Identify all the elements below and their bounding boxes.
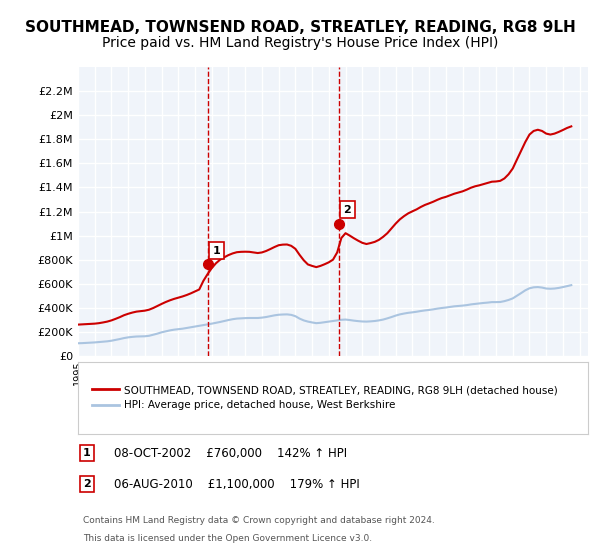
Text: 2: 2 (83, 479, 91, 489)
Text: This data is licensed under the Open Government Licence v3.0.: This data is licensed under the Open Gov… (83, 534, 372, 543)
Legend: SOUTHMEAD, TOWNSEND ROAD, STREATLEY, READING, RG8 9LH (detached house), HPI: Ave: SOUTHMEAD, TOWNSEND ROAD, STREATLEY, REA… (88, 381, 562, 414)
Text: 2: 2 (344, 205, 351, 214)
Text: SOUTHMEAD, TOWNSEND ROAD, STREATLEY, READING, RG8 9LH: SOUTHMEAD, TOWNSEND ROAD, STREATLEY, REA… (25, 20, 575, 35)
Text: 08-OCT-2002    £760,000    142% ↑ HPI: 08-OCT-2002 £760,000 142% ↑ HPI (114, 447, 347, 460)
Text: 1: 1 (212, 246, 220, 255)
Text: 1: 1 (83, 448, 91, 458)
Text: 06-AUG-2010    £1,100,000    179% ↑ HPI: 06-AUG-2010 £1,100,000 179% ↑ HPI (114, 478, 359, 491)
Text: Price paid vs. HM Land Registry's House Price Index (HPI): Price paid vs. HM Land Registry's House … (102, 36, 498, 50)
Text: Contains HM Land Registry data © Crown copyright and database right 2024.: Contains HM Land Registry data © Crown c… (83, 516, 435, 525)
